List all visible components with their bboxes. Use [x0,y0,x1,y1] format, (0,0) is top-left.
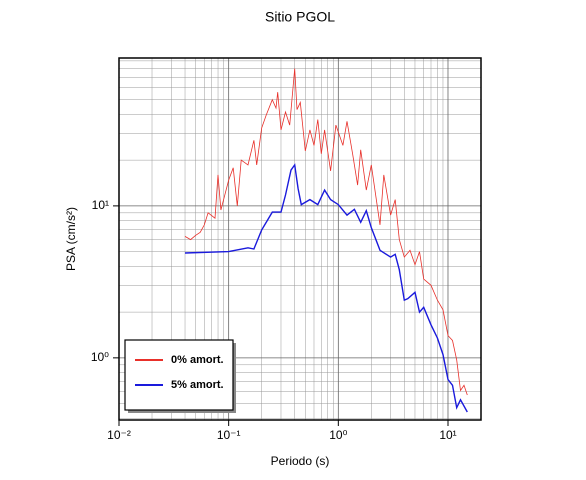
x-axis-label: Periodo (s) [271,454,330,468]
legend-label: 0% amort. [171,354,224,366]
legend-label: 5% amort. [171,379,224,391]
x-tick-label: 10⁻¹ [217,428,241,442]
chart-title: Sitio PGOL [265,9,335,25]
x-tick-label: 10⁻² [107,428,131,442]
y-tick-label: 10¹ [92,198,109,212]
y-axis-label: PSA (cm/s²) [64,207,78,271]
plot-frame [118,57,482,421]
y-tick-label: 10⁰ [91,350,109,364]
series-line [184,68,468,396]
legend-box [124,339,234,411]
x-tick-label: 10¹ [439,428,456,442]
x-tick-label: 10⁰ [329,428,347,442]
series-line [184,163,468,413]
